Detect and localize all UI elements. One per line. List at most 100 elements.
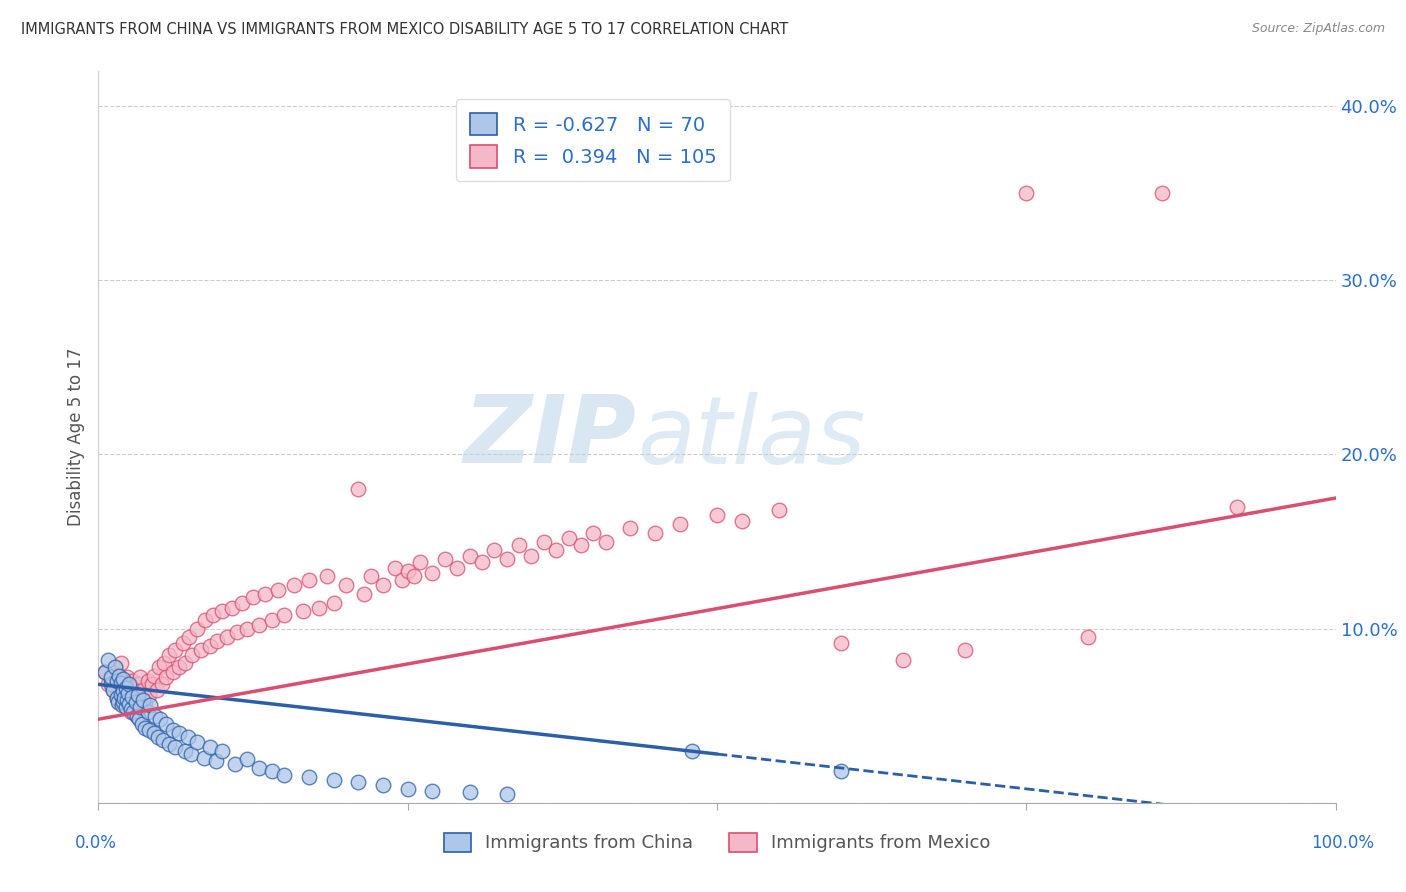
- Point: [360, 569, 382, 583]
- Point: [205, 633, 228, 648]
- Point: [198, 740, 221, 755]
- Point: [422, 566, 444, 580]
- Point: [129, 670, 152, 684]
- Point: [115, 693, 138, 707]
- Point: [152, 733, 174, 747]
- Point: [446, 560, 468, 574]
- Point: [681, 743, 703, 757]
- Point: [148, 660, 170, 674]
- Point: [706, 508, 728, 523]
- Point: [569, 538, 592, 552]
- Point: [124, 686, 146, 700]
- Point: [546, 543, 568, 558]
- Point: [260, 764, 283, 779]
- Point: [953, 642, 976, 657]
- Point: [458, 549, 481, 563]
- Point: [122, 705, 145, 719]
- Point: [127, 677, 149, 691]
- Point: [267, 583, 290, 598]
- Point: [194, 613, 217, 627]
- Point: [127, 688, 149, 702]
- Point: [112, 695, 135, 709]
- Point: [129, 700, 152, 714]
- Point: [162, 665, 184, 680]
- Text: ZIP: ZIP: [464, 391, 637, 483]
- Point: [316, 569, 339, 583]
- Point: [105, 691, 128, 706]
- Point: [112, 675, 135, 690]
- Point: [335, 578, 357, 592]
- Point: [830, 764, 852, 779]
- Point: [103, 660, 125, 674]
- Point: [167, 660, 190, 674]
- Text: Source: ZipAtlas.com: Source: ZipAtlas.com: [1251, 22, 1385, 36]
- Point: [236, 622, 259, 636]
- Point: [118, 682, 141, 697]
- Point: [112, 688, 135, 702]
- Point: [110, 688, 132, 702]
- Point: [273, 768, 295, 782]
- Point: [242, 591, 264, 605]
- Point: [132, 682, 155, 697]
- Point: [186, 622, 208, 636]
- Point: [433, 552, 456, 566]
- Point: [134, 721, 156, 735]
- Point: [291, 604, 314, 618]
- Point: [217, 631, 239, 645]
- Point: [520, 549, 543, 563]
- Point: [153, 657, 176, 671]
- Point: [128, 700, 150, 714]
- Point: [595, 534, 617, 549]
- Point: [124, 695, 146, 709]
- Point: [533, 534, 555, 549]
- Point: [247, 761, 270, 775]
- Point: [177, 631, 200, 645]
- Point: [669, 517, 692, 532]
- Point: [114, 700, 136, 714]
- Point: [121, 690, 143, 704]
- Point: [347, 483, 370, 497]
- Point: [582, 525, 605, 540]
- Point: [830, 635, 852, 649]
- Point: [108, 695, 131, 709]
- Point: [105, 673, 128, 688]
- Point: [371, 778, 394, 792]
- Point: [391, 573, 413, 587]
- Point: [471, 556, 494, 570]
- Point: [167, 726, 190, 740]
- Point: [131, 717, 153, 731]
- Point: [557, 531, 579, 545]
- Point: [110, 657, 132, 671]
- Point: [112, 672, 135, 686]
- Point: [157, 737, 180, 751]
- Point: [396, 781, 419, 796]
- Point: [247, 618, 270, 632]
- Point: [190, 642, 212, 657]
- Point: [139, 698, 162, 713]
- Point: [508, 538, 530, 552]
- Point: [891, 653, 914, 667]
- Point: [132, 693, 155, 707]
- Point: [107, 668, 129, 682]
- Point: [105, 691, 128, 706]
- Point: [283, 578, 305, 592]
- Point: [298, 573, 321, 587]
- Y-axis label: Disability Age 5 to 17: Disability Age 5 to 17: [66, 348, 84, 526]
- Point: [103, 682, 125, 697]
- Point: [186, 735, 208, 749]
- Point: [125, 708, 148, 723]
- Point: [221, 600, 243, 615]
- Point: [1077, 631, 1099, 645]
- Point: [322, 595, 344, 609]
- Point: [619, 521, 641, 535]
- Point: [236, 752, 259, 766]
- Point: [371, 578, 394, 592]
- Point: [100, 677, 122, 691]
- Point: [111, 698, 134, 713]
- Point: [122, 695, 145, 709]
- Point: [136, 705, 159, 719]
- Point: [93, 665, 115, 680]
- Point: [165, 740, 187, 755]
- Point: [211, 604, 233, 618]
- Point: [120, 702, 142, 716]
